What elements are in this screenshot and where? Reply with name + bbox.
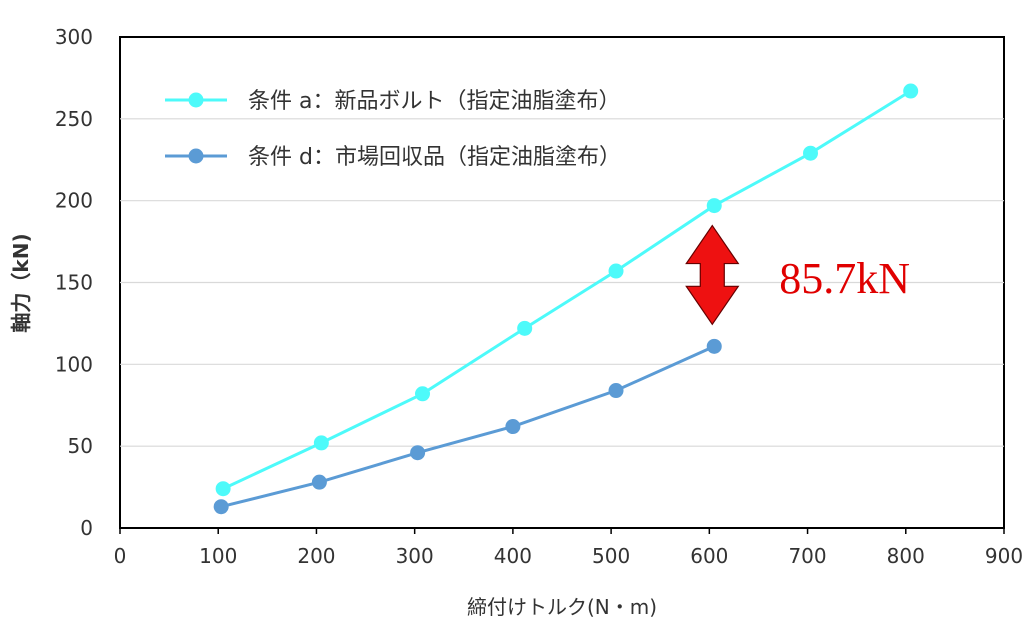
annotation-label: 85.7kN [779,254,910,303]
data-point [215,481,231,497]
x-axis-label: 締付けトルク(N・m) [467,595,657,619]
y-tick-label: 300 [55,25,93,49]
y-tick-label: 150 [55,271,93,295]
legend-item-0: 条件 a：新品ボルト（指定油脂塗布） [165,89,620,114]
y-tick-label: 250 [55,107,93,131]
data-point [803,145,819,161]
legend: 条件 a：新品ボルト（指定油脂塗布） 条件 d：市場回収品（指定油脂塗布） [165,89,621,170]
x-tick-marks [119,528,1005,534]
data-point [608,263,624,279]
y-axis-label: 軸力（kN) [9,233,33,332]
data-point [213,499,229,515]
annotation: 85.7kN [685,224,910,326]
data-point [608,383,624,399]
x-tick-label: 800 [887,544,925,568]
x-tick-label: 200 [297,544,335,568]
legend-item-1: 条件 d：市場回収品（指定油脂塗布） [165,145,621,170]
data-point [517,320,533,336]
data-point [410,445,426,461]
series-0 [215,83,919,497]
legend-label: 条件 d：市場回収品（指定油脂塗布） [248,145,621,170]
x-tick-labels: 0 100 200 300 400 500 600 700 800 900 [114,544,1023,568]
gridlines [120,118,1004,447]
legend-marker [188,92,204,108]
data-point [706,198,722,214]
series-line-1 [220,344,715,509]
data-point [313,435,329,451]
x-tick-label: 400 [494,544,532,568]
double-arrow-annotation [685,224,740,326]
series-1 [213,338,722,515]
y-tick-label: 200 [55,189,93,213]
y-tick-label: 0 [80,516,93,540]
x-tick-label: 500 [592,544,630,568]
x-tick-label: 0 [114,544,127,568]
x-tick-label: 600 [690,544,728,568]
data-point [505,419,521,435]
data-point [311,474,327,490]
x-tick-label: 300 [396,544,434,568]
data-point [903,83,919,99]
legend-marker [188,148,204,164]
x-tick-label: 100 [199,544,237,568]
data-point [415,386,431,402]
data-point [706,338,722,354]
y-tick-labels: 0 50 100 150 200 250 300 [55,25,93,540]
x-tick-label: 900 [985,544,1023,568]
y-tick-label: 100 [55,352,93,376]
legend-label: 条件 a：新品ボルト（指定油脂塗布） [248,89,620,114]
y-tick-label: 50 [68,434,93,458]
series-line-0 [222,89,912,491]
x-tick-label: 700 [788,544,826,568]
series-layer [213,83,919,515]
